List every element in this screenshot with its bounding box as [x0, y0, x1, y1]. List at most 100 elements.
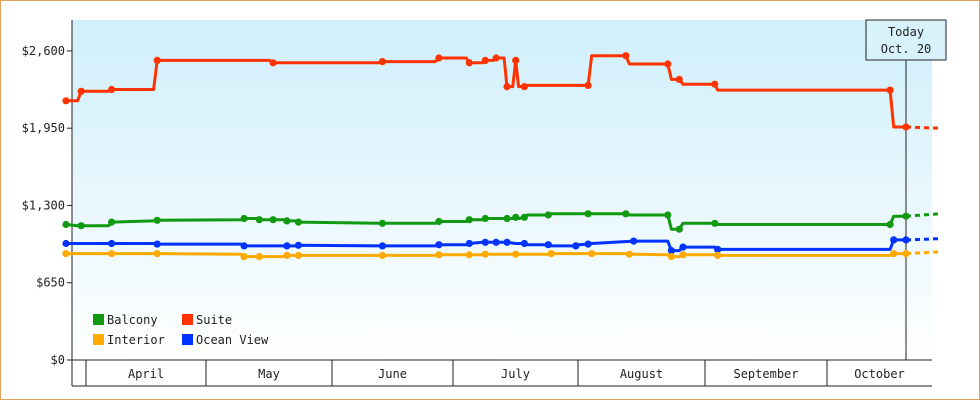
forecast-line: [905, 237, 940, 242]
legend-label: Interior: [107, 333, 165, 347]
x-tick-label: July: [501, 367, 530, 381]
forecast-line: [905, 125, 940, 130]
data-point: [108, 218, 116, 226]
data-point: [664, 60, 672, 68]
data-point: [283, 217, 291, 225]
data-point: [520, 239, 529, 248]
data-point: [675, 225, 683, 233]
data-point: [588, 250, 596, 258]
data-point: [622, 52, 630, 60]
today-date: Oct. 20: [881, 42, 932, 56]
data-point: [711, 219, 719, 227]
data-point: [512, 56, 520, 64]
data-point: [108, 85, 116, 94]
data-point: [512, 250, 520, 258]
legend-swatch: [93, 314, 104, 325]
x-tick-label: October: [854, 367, 905, 381]
data-point: [625, 250, 634, 258]
data-point: [378, 242, 386, 250]
data-point: [886, 86, 894, 94]
data-point: [714, 251, 722, 259]
y-tick-label: $2,600: [22, 44, 65, 58]
legend-swatch: [182, 334, 193, 345]
y-tick-label: $0: [51, 353, 65, 367]
data-point: [520, 213, 529, 221]
data-point: [465, 59, 473, 67]
x-axis: April May June July August September October: [72, 359, 932, 387]
today-marker: Today Oct. 20: [865, 19, 947, 360]
legend-label: Balcony: [107, 313, 158, 327]
data-point: [584, 81, 592, 89]
data-point: [294, 241, 302, 249]
data-point: [77, 87, 85, 95]
data-point: [492, 238, 500, 246]
data-point: [108, 239, 116, 248]
data-point: [584, 240, 592, 248]
data-point: [62, 97, 70, 105]
data-point: [675, 75, 683, 83]
series-suite: [62, 52, 940, 131]
data-point: [153, 216, 161, 224]
data-point: [622, 210, 630, 218]
y-tick-label: $650: [36, 276, 65, 290]
today-box: [865, 19, 947, 61]
data-point: [902, 250, 910, 258]
data-point: [679, 251, 687, 259]
data-point: [465, 216, 473, 224]
data-point: [378, 251, 386, 259]
data-point: [667, 247, 676, 255]
data-point: [520, 83, 529, 91]
legend-swatch: [93, 334, 104, 345]
data-point: [465, 239, 473, 248]
data-point: [378, 219, 386, 227]
today-label: Today: [888, 25, 924, 39]
data-point: [240, 253, 248, 261]
data-point: [255, 216, 263, 224]
data-point: [512, 213, 520, 221]
legend-label: Suite: [196, 313, 232, 327]
data-point: [435, 54, 443, 62]
data-point: [153, 240, 161, 248]
data-point: [378, 58, 386, 66]
data-point: [886, 220, 894, 229]
data-point: [481, 250, 489, 258]
data-point: [269, 59, 277, 67]
x-tick-label: May: [258, 367, 280, 381]
data-point: [630, 237, 638, 245]
data-point: [572, 242, 580, 250]
x-tick-label: August: [620, 367, 663, 381]
series-layer: [62, 52, 940, 261]
data-point: [890, 250, 898, 258]
legend-label: Ocean View: [196, 333, 269, 347]
legend-swatch: [182, 314, 193, 325]
data-point: [255, 253, 263, 261]
data-point: [544, 241, 552, 249]
data-point: [435, 241, 443, 249]
plot-area: [72, 20, 932, 360]
data-point: [153, 56, 161, 64]
series-balcony: [62, 210, 940, 233]
data-point: [62, 220, 70, 229]
data-point: [62, 250, 70, 258]
series-ocean-view: [62, 236, 940, 255]
forecast-line: [905, 212, 940, 218]
data-point: [283, 242, 291, 250]
data-point: [465, 251, 473, 259]
data-point: [481, 238, 489, 246]
data-point: [584, 210, 592, 218]
data-point: [714, 245, 722, 253]
data-point: [240, 214, 248, 223]
legend: Balcony Suite Interior Ocean View: [93, 313, 269, 347]
data-point: [283, 251, 291, 259]
data-point: [902, 236, 910, 244]
data-point: [62, 239, 70, 248]
data-point: [679, 243, 687, 251]
data-point: [435, 251, 443, 259]
data-point: [503, 214, 511, 223]
y-tick-label: $1,950: [22, 121, 65, 135]
y-axis: $0 $650 $1,300 $1,950 $2,600: [22, 20, 73, 386]
data-point: [435, 217, 443, 226]
data-point: [294, 251, 302, 259]
data-point: [481, 56, 489, 64]
